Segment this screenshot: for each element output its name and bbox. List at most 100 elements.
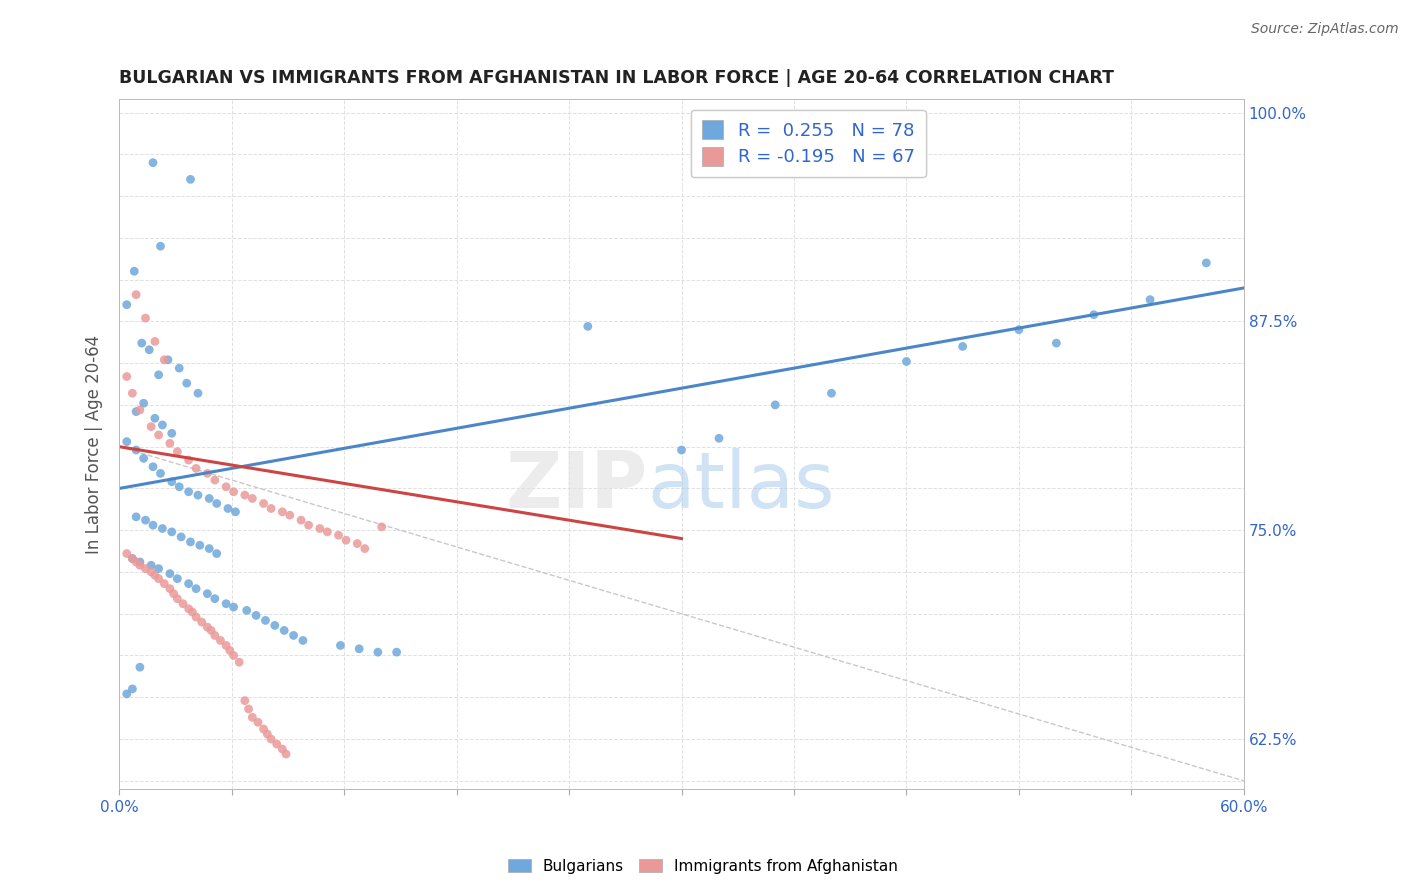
Point bbox=[190, 615, 212, 629]
Point bbox=[297, 518, 319, 533]
Point bbox=[353, 541, 375, 556]
Point bbox=[134, 561, 156, 575]
Point bbox=[159, 566, 181, 581]
Point bbox=[204, 591, 226, 606]
Legend: Bulgarians, Immigrants from Afghanistan: Bulgarians, Immigrants from Afghanistan bbox=[502, 853, 904, 880]
Point bbox=[128, 403, 150, 417]
Point bbox=[159, 436, 181, 450]
Point bbox=[125, 442, 148, 457]
Point bbox=[205, 496, 228, 510]
Point bbox=[179, 172, 201, 186]
Point bbox=[233, 488, 256, 502]
Point bbox=[177, 484, 200, 499]
Point bbox=[132, 451, 155, 466]
Point bbox=[187, 488, 209, 502]
Point bbox=[256, 727, 278, 741]
Point bbox=[121, 681, 143, 696]
Point bbox=[1045, 336, 1067, 351]
Text: ZIP: ZIP bbox=[506, 448, 648, 524]
Point bbox=[263, 618, 285, 632]
Point bbox=[204, 473, 226, 487]
Text: atlas: atlas bbox=[648, 448, 835, 524]
Point bbox=[222, 484, 245, 499]
Point bbox=[134, 311, 156, 326]
Point bbox=[187, 386, 209, 401]
Point bbox=[153, 576, 176, 591]
Point bbox=[125, 287, 148, 301]
Point bbox=[271, 742, 294, 756]
Point bbox=[166, 572, 188, 586]
Point bbox=[159, 582, 181, 596]
Point bbox=[896, 354, 918, 368]
Point bbox=[240, 710, 263, 724]
Point bbox=[128, 558, 150, 573]
Point bbox=[235, 603, 257, 617]
Point bbox=[153, 352, 176, 367]
Point bbox=[149, 239, 172, 253]
Y-axis label: In Labor Force | Age 20-64: In Labor Force | Age 20-64 bbox=[86, 334, 103, 554]
Point bbox=[139, 419, 162, 434]
Point bbox=[260, 732, 283, 747]
Point bbox=[115, 687, 138, 701]
Point bbox=[150, 522, 173, 536]
Point bbox=[162, 587, 184, 601]
Point bbox=[195, 587, 218, 601]
Point bbox=[1083, 308, 1105, 322]
Point bbox=[125, 509, 148, 524]
Point bbox=[671, 442, 693, 457]
Point bbox=[177, 601, 200, 615]
Point bbox=[218, 643, 240, 657]
Point bbox=[188, 538, 211, 552]
Point bbox=[273, 624, 295, 638]
Point bbox=[328, 528, 350, 542]
Point bbox=[195, 467, 218, 481]
Point bbox=[195, 620, 218, 634]
Point bbox=[139, 558, 162, 573]
Point bbox=[254, 614, 277, 628]
Point bbox=[204, 628, 226, 642]
Legend: R =  0.255   N = 78, R = -0.195   N = 67: R = 0.255 N = 78, R = -0.195 N = 67 bbox=[690, 110, 925, 178]
Point bbox=[148, 572, 170, 586]
Point bbox=[148, 428, 170, 442]
Point bbox=[181, 605, 204, 619]
Point bbox=[1139, 293, 1161, 307]
Point bbox=[252, 722, 274, 736]
Point bbox=[200, 624, 222, 638]
Point bbox=[143, 334, 166, 349]
Point bbox=[139, 565, 162, 579]
Point bbox=[160, 426, 183, 441]
Point bbox=[198, 541, 221, 556]
Point bbox=[245, 608, 267, 623]
Point bbox=[128, 555, 150, 569]
Point bbox=[115, 369, 138, 384]
Point bbox=[370, 520, 392, 534]
Point bbox=[167, 361, 190, 376]
Point bbox=[115, 298, 138, 312]
Point bbox=[217, 501, 239, 516]
Point bbox=[283, 628, 305, 642]
Point bbox=[233, 693, 256, 707]
Point bbox=[184, 461, 207, 475]
Point bbox=[184, 610, 207, 624]
Point bbox=[238, 702, 260, 716]
Point bbox=[271, 505, 294, 519]
Point bbox=[240, 491, 263, 506]
Point bbox=[209, 633, 232, 648]
Point bbox=[215, 480, 238, 494]
Point bbox=[148, 368, 170, 382]
Point bbox=[131, 336, 153, 351]
Point bbox=[143, 568, 166, 582]
Point bbox=[290, 513, 312, 527]
Point bbox=[176, 376, 198, 391]
Point bbox=[252, 496, 274, 510]
Point bbox=[142, 459, 165, 474]
Point bbox=[179, 535, 201, 549]
Point bbox=[266, 737, 288, 751]
Point bbox=[184, 582, 207, 596]
Point bbox=[1195, 256, 1218, 270]
Point bbox=[820, 386, 842, 401]
Point bbox=[121, 551, 143, 566]
Point bbox=[222, 600, 245, 615]
Point bbox=[138, 343, 160, 357]
Point bbox=[167, 480, 190, 494]
